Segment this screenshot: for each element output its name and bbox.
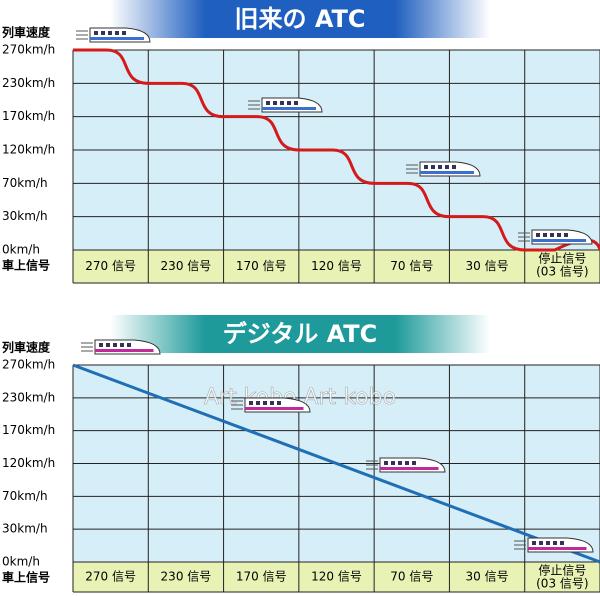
train-stripe [262, 107, 316, 110]
train-window [270, 401, 274, 405]
train-window [294, 101, 298, 105]
train-window [424, 165, 428, 169]
signal-label: 120 信号 [311, 570, 362, 584]
train-stripe [380, 467, 439, 470]
train-window [106, 343, 110, 347]
panel-title: 旧来の ATC [234, 5, 365, 33]
train-window [263, 401, 267, 405]
train-window [280, 101, 284, 105]
train-icon [248, 97, 323, 113]
train-window [452, 165, 456, 169]
train-window [553, 541, 557, 545]
speed-label: 230km/h [2, 390, 55, 404]
train-stripe [532, 239, 586, 242]
train-window [438, 165, 442, 169]
train-icon [366, 457, 446, 473]
speed-label: 0km/h [2, 555, 40, 569]
train-icon [514, 537, 594, 553]
stop-signal-label: (03 信号) [536, 265, 588, 279]
speed-label: 270km/h [2, 43, 55, 57]
train-icon [406, 161, 481, 177]
train-window [122, 31, 126, 35]
train-window [539, 541, 543, 545]
signal-label: 30 信号 [466, 259, 509, 273]
signal-label: 170 信号 [236, 259, 287, 273]
train-window [550, 233, 554, 237]
signal-label: 230 信号 [161, 259, 212, 273]
stop-signal-label: (03 信号) [536, 577, 588, 591]
train-window [127, 343, 131, 347]
train-window [384, 461, 388, 465]
train-window [249, 401, 253, 405]
train-window [532, 541, 536, 545]
signal-label: 120 信号 [311, 259, 362, 273]
train-window [405, 461, 409, 465]
speed-label: 70km/h [2, 489, 48, 503]
train-window [412, 461, 416, 465]
train-window [391, 461, 395, 465]
train-stripe [95, 349, 154, 352]
signal-axis-title: 車上信号 [2, 570, 50, 585]
train-icon [518, 229, 593, 245]
speed-label: 30km/h [2, 522, 48, 536]
train-stripe [528, 547, 587, 550]
train-icon [231, 397, 311, 413]
signal-label: 270 信号 [85, 570, 136, 584]
panel-title: デジタル ATC [223, 320, 378, 348]
train-window [277, 401, 281, 405]
train-icon [76, 27, 151, 43]
train-window [536, 233, 540, 237]
signal-row [73, 250, 600, 283]
train-window [266, 101, 270, 105]
speed-label: 30km/h [2, 209, 48, 223]
train-window [113, 343, 117, 347]
train-window [287, 101, 291, 105]
title-banner [110, 0, 490, 38]
train-window [557, 233, 561, 237]
train-stripe [90, 37, 144, 40]
train-window [431, 165, 435, 169]
train-window [101, 31, 105, 35]
speed-label: 170km/h [2, 423, 55, 437]
signal-label: 170 信号 [236, 570, 287, 584]
title-banner [110, 315, 490, 353]
train-stripe [245, 407, 304, 410]
train-window [256, 401, 260, 405]
stop-signal-label: 停止信号 [538, 251, 586, 266]
signal-label: 70 信号 [390, 259, 433, 273]
signal-label: 30 信号 [466, 570, 509, 584]
stop-signal-label: 停止信号 [538, 563, 586, 578]
train-window [546, 541, 550, 545]
train-window [564, 233, 568, 237]
train-icon [81, 339, 161, 355]
speed-label: 0km/h [2, 243, 40, 257]
signal-row [73, 562, 600, 592]
speed-curve [73, 48, 600, 252]
train-window [108, 31, 112, 35]
speed-label: 120km/h [2, 456, 55, 470]
train-window [398, 461, 402, 465]
train-window [120, 343, 124, 347]
train-stripe [420, 171, 474, 174]
train-window [115, 31, 119, 35]
signal-label: 270 信号 [85, 259, 136, 273]
train-window [560, 541, 564, 545]
speed-label: 230km/h [2, 76, 55, 90]
speed-label: 170km/h [2, 109, 55, 123]
speed-label: 270km/h [2, 358, 55, 372]
signal-label: 230 信号 [161, 570, 212, 584]
train-window [543, 233, 547, 237]
signal-label: 70 信号 [390, 570, 433, 584]
speed-axis-title: 列車速度 [2, 340, 51, 355]
speed-axis-title: 列車速度 [2, 25, 51, 40]
signal-axis-title: 車上信号 [2, 258, 50, 273]
train-window [273, 101, 277, 105]
train-window [94, 31, 98, 35]
speed-label: 70km/h [2, 176, 48, 190]
speed-curve [72, 363, 600, 564]
speed-label: 120km/h [2, 143, 55, 157]
train-window [445, 165, 449, 169]
train-window [99, 343, 103, 347]
